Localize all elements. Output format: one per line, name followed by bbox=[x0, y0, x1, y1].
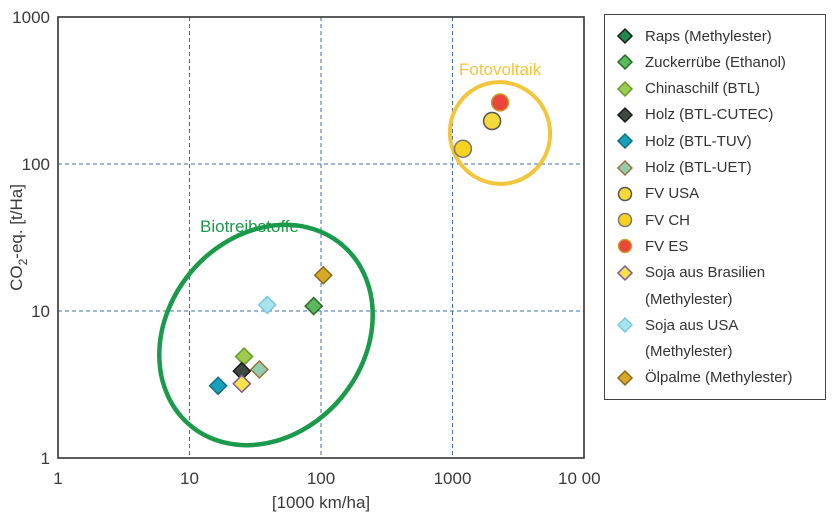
legend-entry: Raps (Methylester) bbox=[605, 23, 772, 49]
legend-entry: FV ES bbox=[605, 233, 688, 259]
x-tick-label: 10 bbox=[180, 469, 199, 488]
legend: Raps (Methylester) Zuckerrübe (Ethanol) Ch… bbox=[604, 14, 826, 400]
ellipse-biotreibstoffe bbox=[157, 222, 375, 448]
legend-label: (Methylester) bbox=[645, 343, 733, 361]
ellipse-fotovoltaik bbox=[447, 80, 553, 186]
legend-label: FV CH bbox=[645, 211, 690, 229]
legend-marker bbox=[616, 133, 634, 150]
legend-label: Soja aus USA bbox=[645, 316, 739, 334]
legend-entry: Holz (BTL-TUV) bbox=[605, 128, 752, 154]
legend-entry: (Methylester) bbox=[605, 286, 733, 312]
legend-entry: Holz (BTL-UET) bbox=[605, 155, 752, 181]
data-point bbox=[234, 346, 254, 367]
diamond-marker-icon bbox=[605, 155, 645, 181]
legend-entry: Zuckerrübe (Ethanol) bbox=[605, 49, 786, 75]
legend-label: Holz (BTL-UET) bbox=[645, 159, 752, 176]
y-tick-label: 1 bbox=[41, 449, 50, 468]
legend-label: Ölpalme (Methylester) bbox=[645, 369, 793, 387]
diamond-marker-icon bbox=[605, 76, 645, 102]
legend-marker bbox=[617, 186, 633, 202]
tick-labels: 1 10 100 1000 10 000 1 10 100 1000 bbox=[12, 8, 600, 488]
x-tick-label: 10 000 bbox=[558, 469, 600, 488]
legend-marker bbox=[616, 369, 634, 386]
legend-marker bbox=[617, 239, 633, 254]
diamond-marker-icon bbox=[605, 128, 645, 154]
legend-marker bbox=[616, 264, 634, 281]
axes bbox=[57, 16, 585, 459]
legend-marker bbox=[616, 27, 634, 45]
data-point bbox=[453, 139, 473, 158]
legend-label: FV ES bbox=[645, 237, 689, 255]
diamond-marker-icon bbox=[605, 102, 645, 128]
legend-label: Zuckerrübe (Ethanol) bbox=[645, 53, 786, 71]
legend-label: Soja aus Brasilien bbox=[645, 264, 766, 282]
legend-entry: FV USA bbox=[605, 181, 699, 207]
legend-entry: Soja aus Brasilien bbox=[605, 260, 765, 286]
data-point bbox=[232, 374, 252, 394]
data-points bbox=[208, 93, 510, 396]
legend-label: Raps (Methylester) bbox=[645, 27, 772, 45]
diamond-marker-icon bbox=[605, 365, 645, 391]
x-tick-label: 1000 bbox=[434, 469, 472, 488]
data-point bbox=[490, 93, 510, 112]
x-tick-label: 1 bbox=[53, 469, 62, 488]
x-axis-title: [1000 km/ha] bbox=[272, 493, 370, 512]
diamond-marker-icon bbox=[605, 312, 645, 338]
legend-entry: (Methylester) bbox=[605, 339, 733, 365]
legend-entry: Holz (BTL-CUTEC) bbox=[605, 102, 773, 128]
legend-label: FV USA bbox=[645, 185, 700, 203]
diamond-marker-icon bbox=[605, 260, 645, 286]
legend-marker bbox=[616, 317, 634, 334]
y-axis-title: CO2-eq. [t/Ha] bbox=[7, 184, 30, 291]
data-point bbox=[257, 295, 277, 315]
y-tick-label: 100 bbox=[22, 155, 50, 174]
diamond-marker-icon bbox=[605, 286, 645, 312]
annotation-fotovoltaik: Fotovoltaik bbox=[459, 60, 542, 79]
circle-marker-icon bbox=[605, 233, 645, 259]
x-tick-label: 100 bbox=[307, 469, 335, 488]
legend-entry: Soja aus USA bbox=[605, 312, 738, 338]
legend-label: Chinaschilf (BTL) bbox=[645, 80, 761, 98]
legend-label: Holz (BTL-CUTEC) bbox=[645, 106, 774, 124]
legend-marker bbox=[616, 106, 634, 123]
legend-entry: Chinaschilf (BTL) bbox=[605, 76, 760, 102]
data-point bbox=[482, 111, 502, 131]
data-point bbox=[313, 265, 333, 285]
data-point bbox=[208, 376, 228, 396]
y-tick-label: 10 bbox=[31, 302, 50, 321]
annotation-biotreibstoffe: Biotreibstoffe bbox=[200, 217, 299, 236]
diamond-marker-icon bbox=[605, 23, 645, 49]
diamond-marker-icon bbox=[605, 49, 645, 75]
plot-frame bbox=[57, 16, 585, 459]
data-point bbox=[304, 296, 324, 316]
y-tick-label: 1000 bbox=[12, 8, 50, 27]
grid bbox=[58, 17, 584, 458]
circle-marker-icon bbox=[605, 207, 645, 233]
legend-label: (Methylester) bbox=[645, 290, 733, 308]
data-point bbox=[249, 359, 269, 380]
legend-marker bbox=[617, 212, 633, 228]
diamond-marker-icon bbox=[605, 339, 645, 365]
group-ellipses bbox=[157, 80, 553, 448]
circle-marker-icon bbox=[605, 181, 645, 207]
legend-marker bbox=[616, 54, 634, 71]
legend-marker bbox=[616, 80, 634, 97]
legend-label: Holz (BTL-TUV) bbox=[645, 132, 752, 150]
legend-marker bbox=[616, 159, 634, 176]
legend-entry: FV CH bbox=[605, 207, 690, 233]
legend-entry: Ölpalme (Methylester) bbox=[605, 365, 793, 391]
